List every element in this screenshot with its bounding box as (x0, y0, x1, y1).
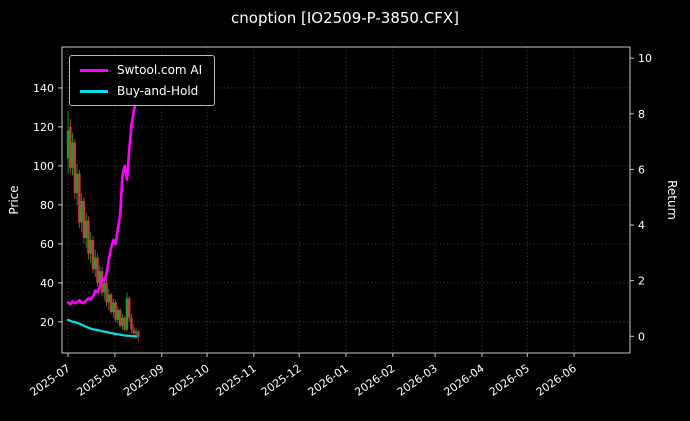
legend-label-buy-and-hold: Buy-and-Hold (117, 84, 199, 98)
svg-text:2026-02: 2026-02 (352, 362, 397, 399)
series-line-1 (66, 318, 138, 338)
legend-swatch-buy-and-hold-line (80, 89, 108, 93)
svg-text:4: 4 (638, 219, 645, 232)
svg-text:2025-12: 2025-12 (259, 362, 304, 399)
svg-text:80: 80 (40, 199, 54, 212)
series-line-0 (66, 100, 138, 306)
svg-text:2026-05: 2026-05 (487, 362, 532, 399)
svg-text:6: 6 (638, 163, 645, 176)
svg-text:140: 140 (33, 82, 54, 95)
svg-text:2026-01: 2026-01 (306, 362, 351, 399)
candles (66, 111, 140, 342)
svg-text:2025-07: 2025-07 (28, 362, 73, 399)
svg-text:8: 8 (638, 108, 645, 121)
svg-text:2025-09: 2025-09 (121, 362, 166, 399)
svg-text:2026-03: 2026-03 (395, 362, 440, 399)
svg-text:2026-04: 2026-04 (442, 362, 487, 399)
svg-text:2025-10: 2025-10 (167, 362, 212, 399)
svg-text:60: 60 (40, 238, 54, 251)
legend-item-ai: Swtool.com AI (80, 63, 202, 77)
svg-text:20: 20 (40, 316, 54, 329)
chart-title: cnoption [IO2509-P-3850.CFX] (231, 9, 459, 27)
axis-ticks (58, 57, 634, 357)
svg-text:0: 0 (638, 330, 645, 343)
svg-text:2025-11: 2025-11 (213, 362, 258, 399)
legend-item-buy-and-hold: Buy-and-Hold (80, 84, 202, 98)
svg-text:2026-06: 2026-06 (534, 362, 579, 399)
svg-text:120: 120 (33, 121, 54, 134)
legend: Swtool.com AI Buy-and-Hold (69, 55, 216, 106)
svg-text:2025-08: 2025-08 (74, 362, 119, 399)
svg-text:2: 2 (638, 275, 645, 288)
legend-swatch-ai-line (80, 68, 108, 72)
legend-label-ai: Swtool.com AI (117, 63, 203, 77)
svg-text:40: 40 (40, 277, 54, 290)
svg-text:10: 10 (638, 52, 652, 65)
svg-text:100: 100 (33, 160, 54, 173)
